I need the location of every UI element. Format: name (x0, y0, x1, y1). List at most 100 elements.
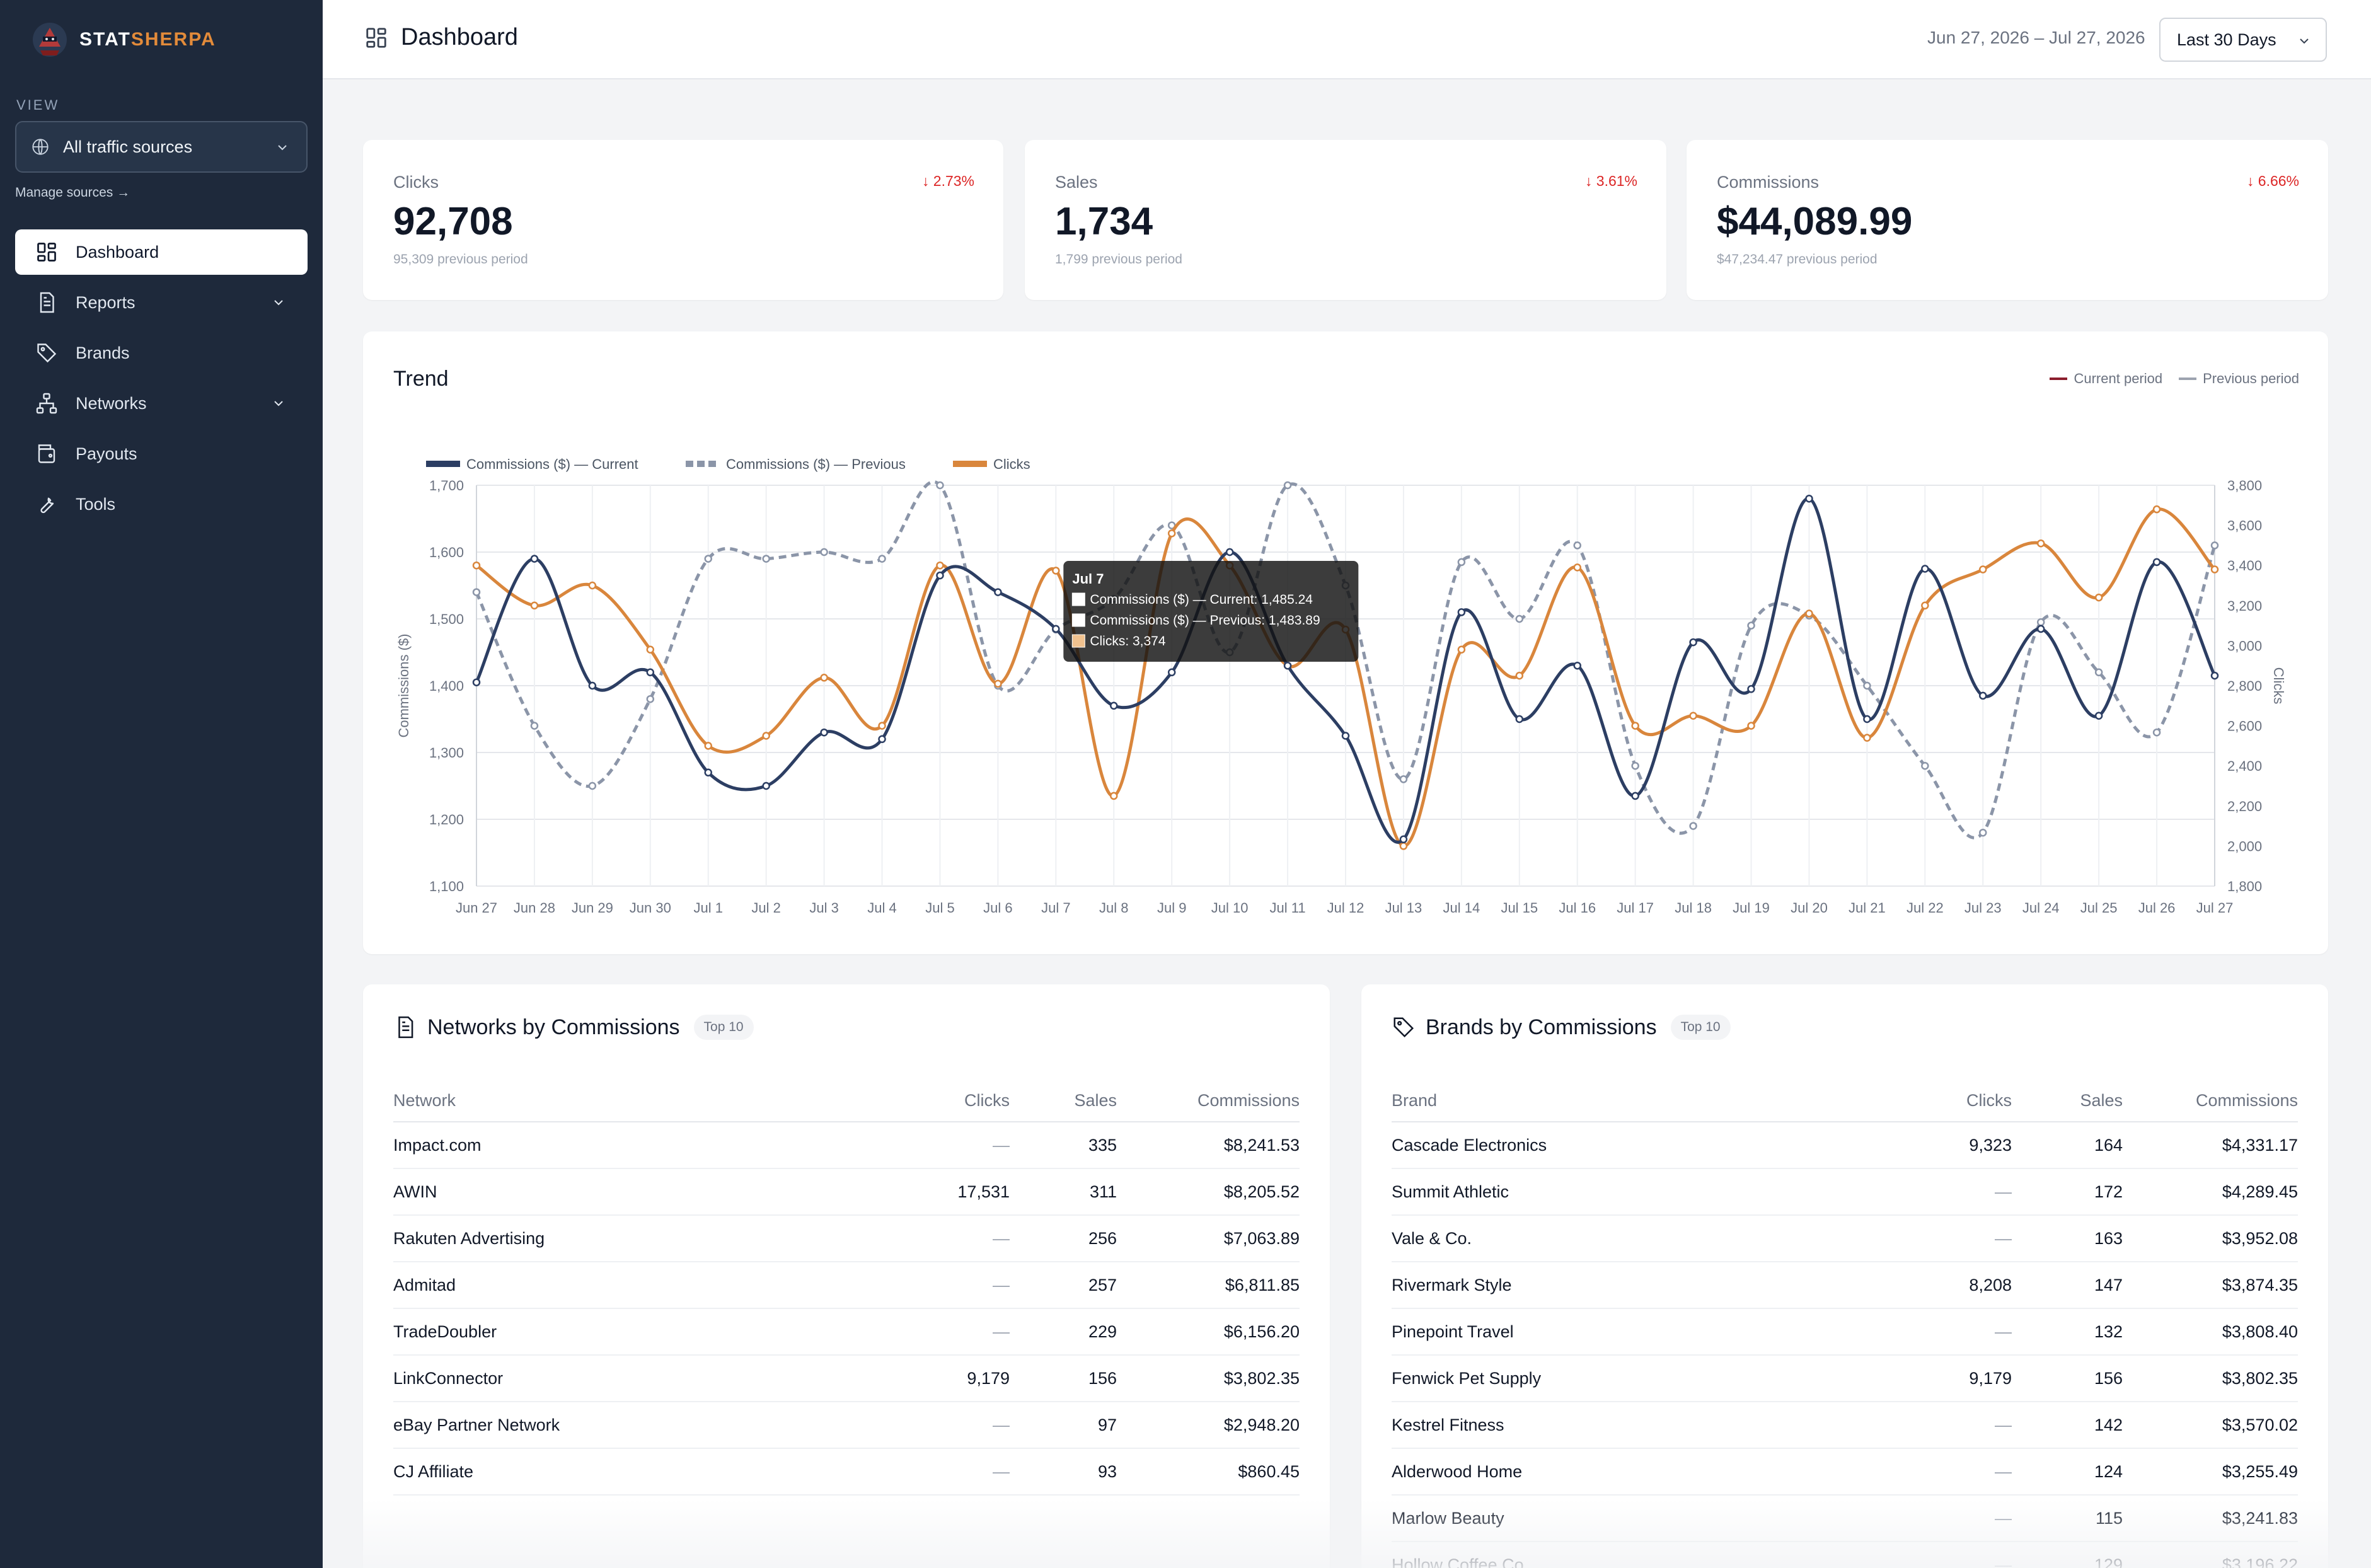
chevron-down-icon (274, 401, 283, 406)
row-name-cell: Kestrel Fitness (1392, 1402, 1871, 1449)
y-tick-label: 1,400 (429, 678, 464, 694)
period-select[interactable]: Last 30 Days (2159, 18, 2327, 62)
data-point-clicks (878, 722, 886, 730)
row-clicks-cell: — (872, 1262, 1010, 1309)
row-sales-cell: 142 (2012, 1402, 2123, 1449)
table-row[interactable]: Impact.com —335 $8,241.53 (393, 1122, 1300, 1169)
y2-axis-label: Clicks (2271, 667, 2287, 705)
brand-logo[interactable]: STATSHERPA (32, 21, 216, 58)
traffic-source-select[interactable]: All traffic sources (15, 121, 308, 173)
table-row[interactable]: Cascade Electronics 9,323 164 $4,331.17 (1392, 1122, 2298, 1169)
data-point-current (472, 678, 481, 686)
x-tick-label: Jul 27 (2196, 900, 2234, 916)
table-row[interactable]: Rakuten Advertising —256 $7,063.89 (393, 1215, 1300, 1262)
y2-tick-label: 1,800 (2227, 879, 2262, 894)
data-point-clicks (530, 601, 539, 610)
stat-value: 92,708 (393, 200, 513, 243)
table-row[interactable]: Vale & Co. —163 $3,952.08 (1392, 1215, 2298, 1262)
x-tick-label: Jul 24 (2022, 900, 2060, 916)
table-row[interactable]: Rivermark Style 8,208 147 $3,874.35 (1392, 1262, 2298, 1309)
stat-value: 1,734 (1055, 200, 1153, 243)
table-row[interactable]: Pinepoint Travel —132 $3,808.40 (1392, 1308, 2298, 1356)
row-name-cell: Impact.com (393, 1122, 872, 1169)
networks-title: Networks by Commissions (427, 1015, 680, 1039)
col-header-sales[interactable]: Sales (1010, 1080, 1117, 1122)
legend-swatch-current (2050, 378, 2068, 380)
dashboard-icon (37, 243, 56, 262)
data-point-previous (1573, 541, 1581, 550)
table-row[interactable]: Kestrel Fitness —142 $3,570.02 (1392, 1402, 2298, 1449)
row-name-cell: CJ Affiliate (393, 1448, 872, 1496)
data-point-current (2152, 558, 2161, 567)
row-name-cell: AWIN (393, 1168, 872, 1216)
data-point-current (820, 728, 828, 737)
x-tick-label: Jul 22 (1907, 900, 1944, 916)
period-select-value: Last 30 Days (2177, 30, 2276, 49)
col-header-network[interactable]: Network (393, 1080, 872, 1122)
table-row[interactable]: CJ Affiliate —93 $860.45 (393, 1448, 1300, 1496)
row-name-cell: Hollow Coffee Co. (1392, 1542, 1871, 1568)
x-tick-label: Jun 27 (456, 900, 497, 916)
sidebar-item-reports[interactable]: Reports (15, 280, 308, 325)
table-row[interactable]: Summit Athletic —172 $4,289.45 (1392, 1168, 2298, 1216)
y2-tick-label: 2,000 (2227, 838, 2262, 854)
x-tick-label: Jul 26 (2138, 900, 2176, 916)
sidebar-item-tools[interactable]: Tools (15, 481, 308, 527)
x-tick-label: Jul 10 (1211, 900, 1249, 916)
trend-title: Trend (393, 367, 449, 391)
sidebar-item-label: Brands (76, 343, 130, 362)
table-row[interactable]: Admitad —257 $6,811.85 (393, 1262, 1300, 1309)
row-clicks-cell: — (872, 1402, 1010, 1449)
col-header-clicks[interactable]: Clicks (872, 1080, 1010, 1122)
table-row[interactable]: AWIN 17,531 311 $8,205.52 (393, 1168, 1300, 1216)
data-point-current (588, 681, 597, 690)
table-row[interactable]: Hollow Coffee Co. —129 $3,196.22 (1392, 1542, 2298, 1568)
col-header-clicks[interactable]: Clicks (1871, 1080, 2012, 1122)
sidebar-item-brands[interactable]: Brands (15, 330, 308, 376)
sidebar-item-payouts[interactable]: Payouts (15, 431, 308, 476)
table-row[interactable]: TradeDoubler —229 $6,156.20 (393, 1308, 1300, 1356)
brands-badge: Top 10 (1670, 1015, 1731, 1040)
x-tick-label: Jul 21 (1849, 900, 1886, 916)
trend-chart[interactable]: 1,100 1,200 1,300 1,400 1,500 1,600 1,700 1,800… (363, 331, 2328, 954)
data-point-clicks (588, 581, 597, 590)
x-tick-label: Jul 2 (751, 900, 780, 916)
col-header-sales[interactable]: Sales (2012, 1080, 2123, 1122)
stat-label: Clicks (393, 173, 439, 192)
row-commissions-cell: $8,205.52 (1117, 1168, 1300, 1216)
row-commissions-cell: $3,241.83 (2123, 1495, 2298, 1542)
table-row[interactable]: eBay Partner Network —97 $2,948.20 (393, 1402, 1300, 1449)
tooltip-line: Commissions ($) — Previous: 1,483.89 (1090, 613, 1320, 628)
data-point-current (1863, 715, 1871, 723)
col-header-commissions[interactable]: Commissions (2123, 1080, 2298, 1122)
y-tick-label: 1,300 (429, 745, 464, 761)
row-clicks-cell: — (872, 1122, 1010, 1169)
table-row[interactable]: Fenwick Pet Supply 9,179 156 $3,802.35 (1392, 1355, 2298, 1402)
sidebar: STATSHERPA VIEW All traffic sources Mana… (0, 0, 323, 1568)
col-header-commissions[interactable]: Commissions (1117, 1080, 1300, 1122)
brand-name-part2: SHERPA (130, 29, 216, 50)
x-tick-label: Jun 30 (630, 900, 671, 916)
row-clicks-cell: — (1871, 1495, 2012, 1542)
manage-sources-link[interactable]: Manage sources → (15, 185, 130, 200)
data-point-clicks (1805, 609, 1813, 618)
col-header-brand[interactable]: Brand (1392, 1080, 1871, 1122)
sidebar-item-label: Tools (76, 494, 116, 514)
table-row[interactable]: LinkConnector 9,179 156 $3,802.35 (393, 1355, 1300, 1402)
row-commissions-cell: $3,802.35 (2123, 1355, 2298, 1402)
data-point-current (1225, 548, 1234, 556)
table-row[interactable]: Marlow Beauty —115 $3,241.83 (1392, 1495, 2298, 1542)
legend-label: Commissions ($) — Current (466, 456, 638, 472)
row-sales-cell: 132 (2012, 1308, 2123, 1356)
sidebar-item-networks[interactable]: Networks (15, 381, 308, 426)
data-point-previous (2152, 728, 2161, 737)
x-tick-label: Jul 19 (1733, 900, 1770, 916)
table-row[interactable]: Alderwood Home —124 $3,255.49 (1392, 1448, 2298, 1496)
dashboard-icon (366, 27, 386, 48)
stat-label: Commissions (1717, 173, 1820, 192)
sidebar-item-dashboard[interactable]: Dashboard (15, 229, 308, 275)
row-clicks-cell: 9,323 (1871, 1122, 2012, 1169)
stat-card-commissions: Commissions $44,089.99 $47,234.47 previo… (1687, 140, 2328, 300)
trend-card: Trend Current period Previous period 1,1… (363, 331, 2328, 954)
row-sales-cell: 172 (2012, 1168, 2123, 1216)
